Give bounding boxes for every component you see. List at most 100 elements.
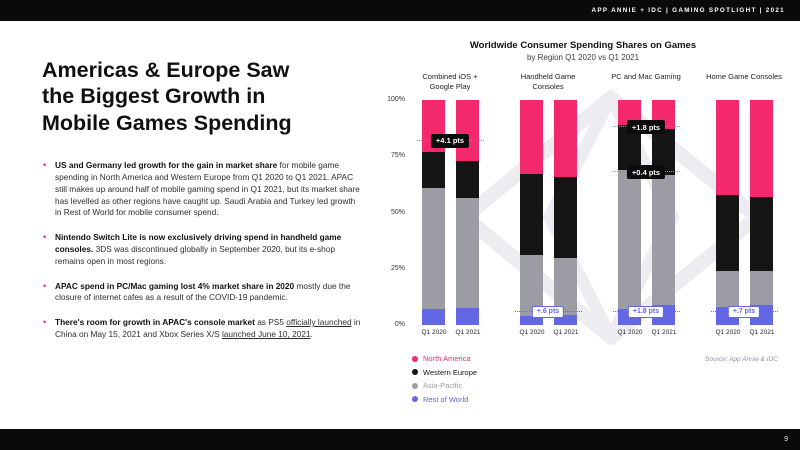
bar-segment-rest-of-world xyxy=(455,308,479,325)
callout-label: +1.8 pts xyxy=(626,120,666,134)
x-axis-label: Q1 2021 xyxy=(553,329,579,336)
bar-group: PC and Mac Gaming +1.8 pts +0.4 pts +1.8 pt… xyxy=(608,72,684,336)
y-axis-tick: 0% xyxy=(394,321,405,328)
bar-segment-asia-pacific xyxy=(519,255,543,316)
chart-groups: Combined iOS + Google Play +4.1 pts Q1 202… xyxy=(412,72,782,336)
bullet-text: US and Germany led growth for the gain i… xyxy=(55,160,278,171)
stacked-bar xyxy=(421,100,445,325)
stacked-bar xyxy=(749,100,773,325)
x-axis-label: Q1 2020 xyxy=(421,329,447,336)
bar-segment-rest-of-world xyxy=(421,309,445,325)
bullet-item: • US and Germany led growth for the gain … xyxy=(42,160,364,219)
bar-group: Handheld Game Consoles +.6 pts Q1 2020 Q1 2… xyxy=(510,72,586,336)
bar-segment-asia-pacific xyxy=(749,271,773,306)
bar-segment-rest-of-world xyxy=(553,314,577,325)
bullet-text: mostly due the closure of internet cafes… xyxy=(55,280,351,303)
bar-segment-asia-pacific xyxy=(455,198,479,309)
stacked-bar xyxy=(455,100,479,325)
callout-label: +.7 pts xyxy=(727,305,761,318)
x-axis-labels: Q1 2020 Q1 2021 xyxy=(421,329,481,336)
top-bar: APP ANNIE + IDC | GAMING SPOTLIGHT | 202… xyxy=(0,0,800,21)
bar-segment-western-europe xyxy=(617,124,641,170)
bullet-text: APAC spend in PC/Mac gaming lost 4% mark… xyxy=(55,280,295,291)
x-axis-label: Q1 2020 xyxy=(519,329,545,336)
bar-segment-north-america xyxy=(455,100,479,161)
y-axis: 100% 75% 50% 25% 0% xyxy=(384,96,405,328)
x-axis-labels: Q1 2020 Q1 2021 xyxy=(519,329,579,336)
chart-footer: North America Western Europe Asia-Pacific R… xyxy=(384,354,782,408)
x-axis-label: Q1 2021 xyxy=(749,329,775,336)
legend-label: Asia-Pacific xyxy=(423,381,463,390)
bar-segment-western-europe xyxy=(421,151,445,188)
page-number: 9 xyxy=(784,436,788,443)
legend-dot-icon xyxy=(412,396,418,402)
bar-group-label: PC and Mac Gaming xyxy=(611,72,681,81)
bullet-text: Nintendo Switch Lite is now exclusively … xyxy=(55,232,342,254)
chart-title: Worldwide Consumer Spending Shares on Ga… xyxy=(469,40,697,51)
bars-row: +.6 pts xyxy=(514,100,582,325)
bullet-text: There's room for growth in APAC's consol… xyxy=(55,317,255,328)
y-axis-tick: 75% xyxy=(390,152,405,160)
chart-subtitle: by Region Q1 2020 vs Q1 2021 xyxy=(526,53,640,62)
x-axis-label: Q1 2021 xyxy=(651,329,677,336)
callout-label: +.6 pts xyxy=(531,305,565,318)
bar-segment-north-america xyxy=(617,100,641,125)
bullet-text: . xyxy=(310,328,313,339)
stacked-bar xyxy=(715,100,739,325)
bullet-text: 3DS was discontinued globally in Septemb… xyxy=(55,244,335,266)
x-axis-labels: Q1 2020 Q1 2021 xyxy=(716,329,775,336)
bullet-dot-icon: • xyxy=(43,160,47,171)
y-axis-tick: 25% xyxy=(390,264,405,272)
bar-segment-western-europe xyxy=(749,196,773,272)
x-axis-label: Q1 2021 xyxy=(455,329,481,336)
bullet-item: • APAC spend in PC/Mac gaming lost 4% mar… xyxy=(42,281,364,305)
bar-segment-western-europe xyxy=(519,174,543,256)
chart-panel: Worldwide Consumer Spending Shares on Ga… xyxy=(384,40,782,408)
bar-segment-asia-pacific xyxy=(617,169,641,310)
bar-group-label: Handheld Game Consoles xyxy=(520,72,576,91)
legend-dot-icon xyxy=(412,369,418,375)
bar-group: Combined iOS + Google Play +4.1 pts Q1 202… xyxy=(412,72,488,336)
bars-row: +1.8 pts +0.4 pts +1.8 pts xyxy=(612,100,680,325)
bullet-item: • There's room for growth in APAC's conso… xyxy=(42,317,364,341)
bullet-text: for mobile game spending in North Americ… xyxy=(55,160,360,218)
y-axis-tick: 100% xyxy=(387,96,405,103)
bullet-text: as PS5 xyxy=(254,317,287,328)
x-axis-label: Q1 2020 xyxy=(617,329,643,336)
bar-group-label: Combined iOS + Google Play xyxy=(422,72,478,91)
legend-label: Rest of World xyxy=(423,394,469,404)
bar-group-label: Home Game Consoles xyxy=(706,72,782,81)
legend-label: Western Europe xyxy=(423,367,478,377)
stacked-bar xyxy=(553,100,577,325)
bar-segment-asia-pacific xyxy=(715,271,739,307)
bar-segment-western-europe xyxy=(455,160,479,199)
legend-label: North America xyxy=(423,354,471,363)
bars-row: +.7 pts xyxy=(710,100,778,325)
bottom-bar: 9 xyxy=(0,429,800,450)
bar-segment-north-america xyxy=(715,100,739,195)
bullet-text: in China on May 15, 2021 and Xbox Series… xyxy=(55,317,361,339)
bar-segment-north-america xyxy=(553,100,577,177)
bullet-text: officially launched xyxy=(286,317,352,328)
bullet-text: launched June 10, 2021 xyxy=(221,328,311,339)
x-axis-labels: Q1 2020 Q1 2021 xyxy=(617,329,677,336)
bar-segment-north-america xyxy=(519,100,543,175)
callout-label: +0.4 pts xyxy=(626,165,666,179)
legend-item: Asia-Pacific xyxy=(412,381,477,390)
bar-segment-western-europe xyxy=(715,194,739,271)
bar-segment-asia-pacific xyxy=(421,187,445,310)
left-panel: Americas & Europe Saw the Biggest Growth… xyxy=(42,57,364,354)
bar-segment-western-europe xyxy=(553,176,577,258)
headline: Americas & Europe Saw the Biggest Growth… xyxy=(42,58,292,135)
stacked-bar xyxy=(519,100,543,325)
bar-segment-western-europe xyxy=(651,128,675,175)
legend: North America Western Europe Asia-Pacific R… xyxy=(412,354,477,408)
bar-segment-rest-of-world xyxy=(519,316,543,325)
legend-item: Rest of World xyxy=(412,395,477,404)
legend-dot-icon xyxy=(412,382,418,389)
bar-segment-north-america xyxy=(749,100,773,197)
bars-row: +4.1 pts xyxy=(416,100,484,325)
bar-segment-asia-pacific xyxy=(553,257,577,315)
bullet-dot-icon: • xyxy=(43,280,47,291)
bullet-item: • Nintendo Switch Lite is now exclusively… xyxy=(42,232,364,267)
